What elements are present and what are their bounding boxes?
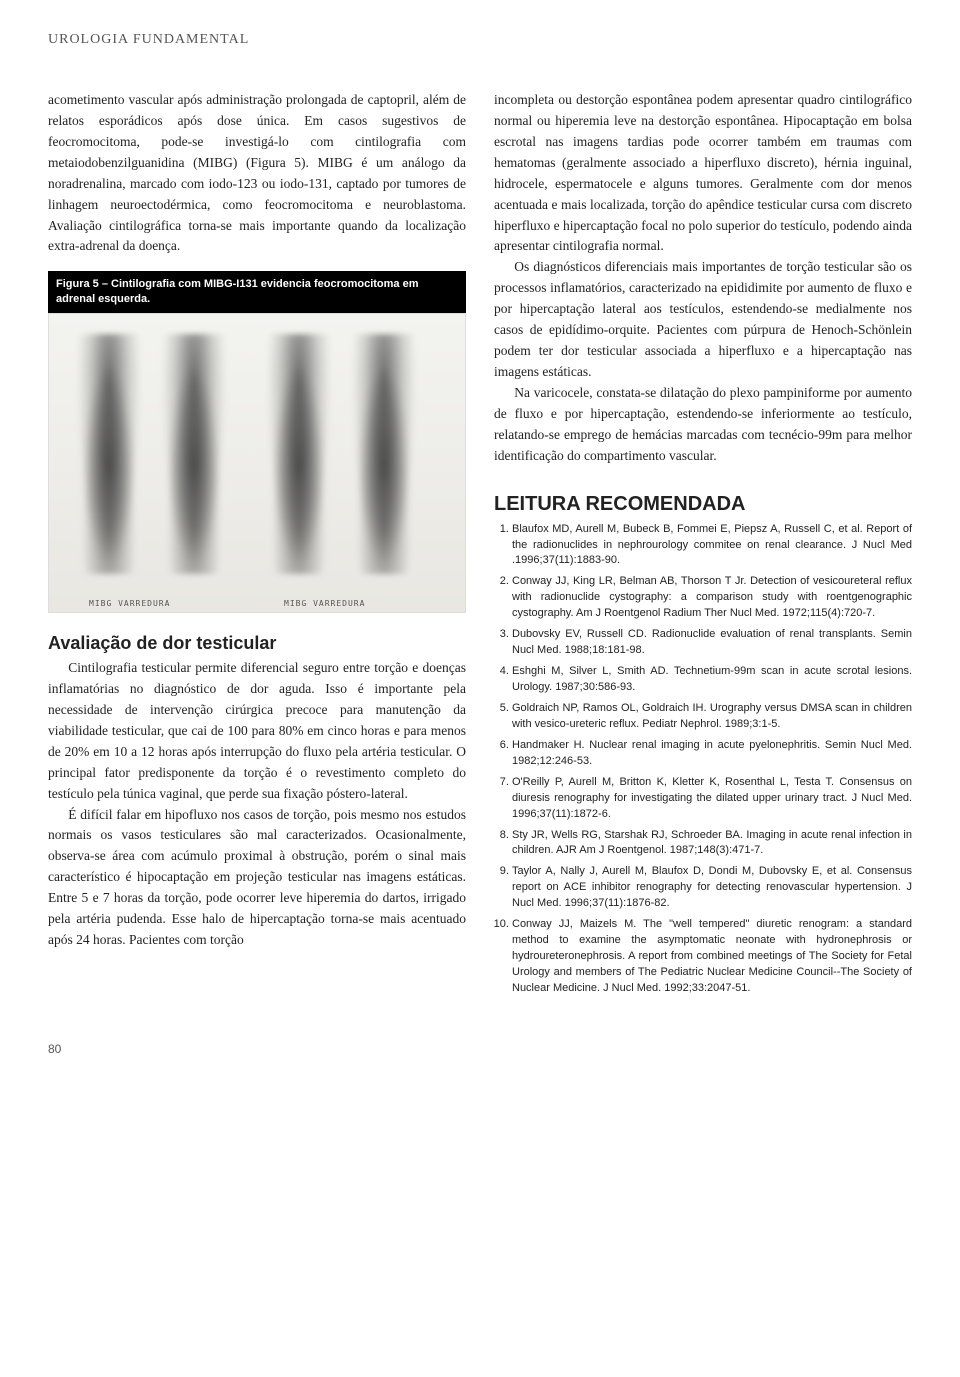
reference-item: Conway JJ, King LR, Belman AB, Thorson T… [512,574,912,622]
reference-item: Eshghi M, Silver L, Smith AD. Technetium… [512,664,912,696]
figure-5-label-2: MIBG VARREDURA [284,599,365,608]
left-para-1: acometimento vascular após administração… [48,90,466,257]
figure-5-caption: Figura 5 – Cintilografia com MIBG-I131 e… [48,271,466,313]
page-number: 80 [48,1042,912,1056]
left-para-3-text: É difícil falar em hipofluxo nos casos d… [48,807,466,948]
reference-item: Handmaker H. Nuclear renal imaging in ac… [512,738,912,770]
reference-item: Taylor A, Nally J, Aurell M, Blaufox D, … [512,864,912,912]
reference-item: Blaufox MD, Aurell M, Bubeck B, Fommei E… [512,522,912,570]
right-column: incompleta ou destorção espontânea podem… [494,90,912,1002]
heading-leitura-recomendada: LEITURA RECOMENDADA [494,493,912,516]
right-para-3: Na varicocele, constata-se dilatação do … [494,383,912,467]
running-head: UROLOGIA FUNDAMENTAL [48,32,912,48]
figure-5: Figura 5 – Cintilografia com MIBG-I131 e… [48,271,466,613]
heading-avaliacao-dor: Avaliação de dor testicular [48,633,466,654]
two-column-layout: acometimento vascular após administração… [48,90,912,1002]
right-para-2-text: Os diagnósticos diferenciais mais import… [494,259,912,379]
left-para-2: Cintilografia testicular permite diferen… [48,658,466,804]
reference-item: Dubovsky EV, Russell CD. Radionuclide ev… [512,627,912,659]
references-list: Blaufox MD, Aurell M, Bubeck B, Fommei E… [494,522,912,997]
right-para-2: Os diagnósticos diferenciais mais import… [494,257,912,383]
right-para-3-text: Na varicocele, constata-se dilatação do … [494,385,912,463]
left-column: acometimento vascular após administração… [48,90,466,1002]
reference-item: Conway JJ, Maizels M. The "well tempered… [512,917,912,997]
figure-5-image: MIBG VARREDURA MIBG VARREDURA [48,313,466,613]
left-para-2-text: Cintilografia testicular permite diferen… [48,660,466,801]
reference-item: O'Reilly P, Aurell M, Britton K, Kletter… [512,775,912,823]
reference-item: Goldraich NP, Ramos OL, Goldraich IH. Ur… [512,701,912,733]
reference-item: Sty JR, Wells RG, Starshak RJ, Schroeder… [512,828,912,860]
right-para-1: incompleta ou destorção espontânea podem… [494,90,912,257]
figure-5-label-1: MIBG VARREDURA [89,599,170,608]
left-para-3: É difícil falar em hipofluxo nos casos d… [48,805,466,951]
